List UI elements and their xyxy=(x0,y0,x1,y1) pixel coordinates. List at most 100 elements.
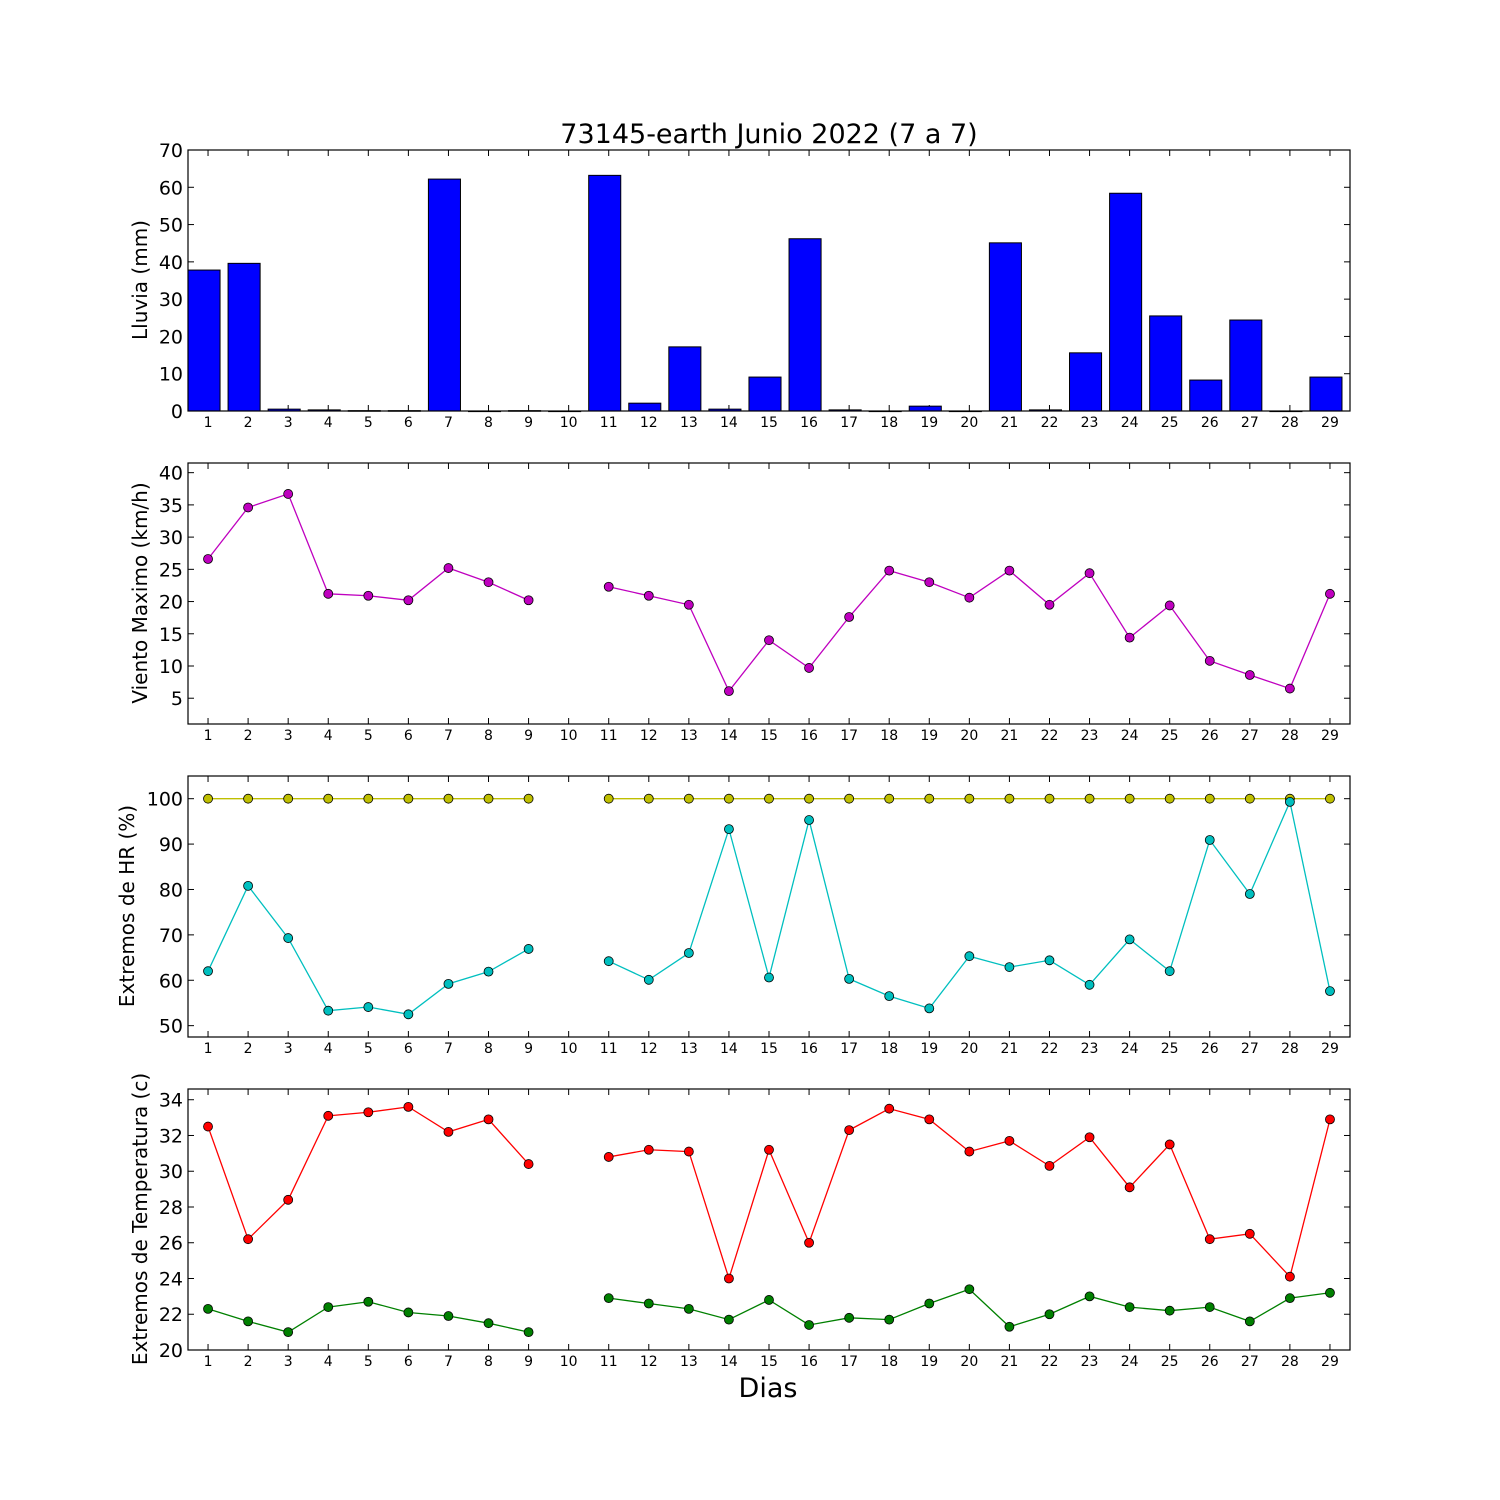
temperature-x-tick-label: 15 xyxy=(760,1354,778,1370)
wind-x-tick-label: 7 xyxy=(444,728,453,744)
humidity-x-tick-label: 6 xyxy=(404,1041,413,1057)
temperature-series-2-point xyxy=(643,1298,654,1309)
wind-series-1-point xyxy=(804,663,814,673)
temperature-series-1-point xyxy=(243,1234,254,1245)
temperature-x-tick-label: 17 xyxy=(840,1354,858,1370)
rain-bar xyxy=(988,242,1022,412)
wind-x-tick-label: 18 xyxy=(880,728,898,744)
humidity-x-tick-label: 4 xyxy=(324,1041,333,1057)
humidity-x-tick-label: 26 xyxy=(1201,1041,1219,1057)
temperature-x-tick-label: 26 xyxy=(1201,1354,1219,1370)
humidity-series-2-point xyxy=(884,991,895,1002)
temperature-x-tick-label: 14 xyxy=(720,1354,738,1370)
temperature-x-tick-label: 3 xyxy=(284,1354,293,1370)
wind-series-1-point xyxy=(523,595,534,606)
rain-bar xyxy=(1069,352,1103,412)
humidity-series-1-point xyxy=(1204,793,1215,804)
rain-x-tick-label: 4 xyxy=(324,415,333,431)
wind-x-tick-label: 25 xyxy=(1161,728,1179,744)
temperature-series-1-point xyxy=(1204,1234,1215,1245)
humidity-series-2-point xyxy=(1164,966,1175,977)
humidity-series-2-point xyxy=(1044,955,1055,966)
wind-plot-frame xyxy=(187,462,1351,725)
wind-x-tick-label: 26 xyxy=(1201,728,1219,744)
temperature-series-1-point xyxy=(844,1125,855,1136)
wind-y-tick-label: 10 xyxy=(159,656,183,678)
rain-x-tick-label: 17 xyxy=(840,415,858,431)
humidity-y-tick-label: 100 xyxy=(147,789,183,811)
humidity-series-2-point xyxy=(1325,986,1335,997)
chart-title: 73145-earth Junio 2022 (7 a 7) xyxy=(560,119,977,150)
temperature-series-1-point xyxy=(203,1121,213,1132)
humidity-x-tick-label: 24 xyxy=(1121,1041,1139,1057)
humidity-series-1-point xyxy=(1004,793,1015,804)
wind-series-1-point xyxy=(724,686,734,697)
temperature-series-1-point xyxy=(363,1107,374,1118)
humidity-x-tick-label: 9 xyxy=(524,1041,533,1057)
temperature-series-2-point xyxy=(483,1318,494,1329)
rain-x-tick-label: 24 xyxy=(1121,415,1139,431)
rain-bar xyxy=(668,346,702,412)
temperature-x-tick-label: 7 xyxy=(444,1354,453,1370)
wind-series-1-point xyxy=(1044,599,1055,610)
rain-x-tick-label: 22 xyxy=(1041,415,1059,431)
temperature-plot-frame xyxy=(187,1088,1351,1351)
temperature-x-tick-label: 25 xyxy=(1161,1354,1179,1370)
humidity-series-1-point xyxy=(924,793,935,804)
humidity-series-1-point xyxy=(964,793,975,804)
humidity-x-tick-label: 20 xyxy=(960,1041,978,1057)
humidity-series-2-point xyxy=(804,815,814,825)
wind-x-tick-label: 3 xyxy=(284,728,293,744)
rain-x-tick-label: 8 xyxy=(484,415,493,431)
humidity-series-2-point xyxy=(1124,934,1135,945)
temperature-series-2-point xyxy=(1004,1321,1015,1332)
temperature-series-1-point xyxy=(483,1114,494,1125)
rain-bar xyxy=(427,178,461,412)
humidity-series-1-point xyxy=(283,793,294,804)
wind-series-1-point xyxy=(924,577,935,588)
wind-series-1-point xyxy=(483,577,494,588)
wind-x-tick-label: 15 xyxy=(760,728,778,744)
temperature-series-2-point xyxy=(1325,1287,1335,1298)
temperature-series-2-point xyxy=(363,1296,374,1307)
wind-x-tick-label: 11 xyxy=(600,728,618,744)
wind-x-tick-label: 10 xyxy=(560,728,578,744)
humidity-x-tick-label: 25 xyxy=(1161,1041,1179,1057)
humidity-series-2-point xyxy=(1004,962,1015,972)
wind-y-tick-label: 5 xyxy=(171,688,183,710)
humidity-series-1-point xyxy=(203,793,213,804)
humidity-series-2-point xyxy=(243,880,254,891)
temperature-series-1-point xyxy=(523,1159,534,1169)
humidity-series-1-point xyxy=(1325,793,1335,804)
wind-series-1-point xyxy=(1004,565,1015,576)
humidity-x-tick-label: 11 xyxy=(600,1041,618,1057)
temperature-series-1-point xyxy=(1244,1228,1255,1239)
wind-series-1-point xyxy=(1124,632,1135,643)
humidity-y-tick-label: 60 xyxy=(159,970,183,992)
humidity-x-tick-label: 17 xyxy=(840,1041,858,1057)
wind-x-tick-label: 23 xyxy=(1081,728,1099,744)
rain-y-tick-label: 30 xyxy=(159,289,183,311)
humidity-x-tick-label: 3 xyxy=(284,1041,293,1057)
humidity-series-1-point xyxy=(523,793,534,804)
temperature-x-tick-label: 18 xyxy=(880,1354,898,1370)
temperature-series-1-point xyxy=(724,1273,734,1284)
humidity-x-tick-label: 18 xyxy=(880,1041,898,1057)
temperature-x-tick-label: 5 xyxy=(364,1354,373,1370)
temperature-series-2-point xyxy=(683,1303,694,1314)
wind-series-1-point xyxy=(1084,568,1095,579)
humidity-series-1-point xyxy=(1164,793,1175,804)
wind-series-1-point xyxy=(603,581,614,592)
wind-series-1-point xyxy=(844,612,855,622)
humidity-x-tick-label: 28 xyxy=(1281,1041,1299,1057)
wind-x-tick-label: 2 xyxy=(244,728,253,744)
wind-series-1-point xyxy=(1244,670,1255,680)
rain-bar xyxy=(908,405,942,412)
humidity-x-tick-label: 19 xyxy=(920,1041,938,1057)
wind-series-1-point xyxy=(643,590,654,601)
temperature-x-tick-label: 23 xyxy=(1081,1354,1099,1370)
rain-bar xyxy=(1149,315,1183,412)
humidity-y-tick-label: 70 xyxy=(159,925,183,947)
temperature-series-2-point xyxy=(203,1303,213,1314)
humidity-x-tick-label: 21 xyxy=(1000,1041,1018,1057)
